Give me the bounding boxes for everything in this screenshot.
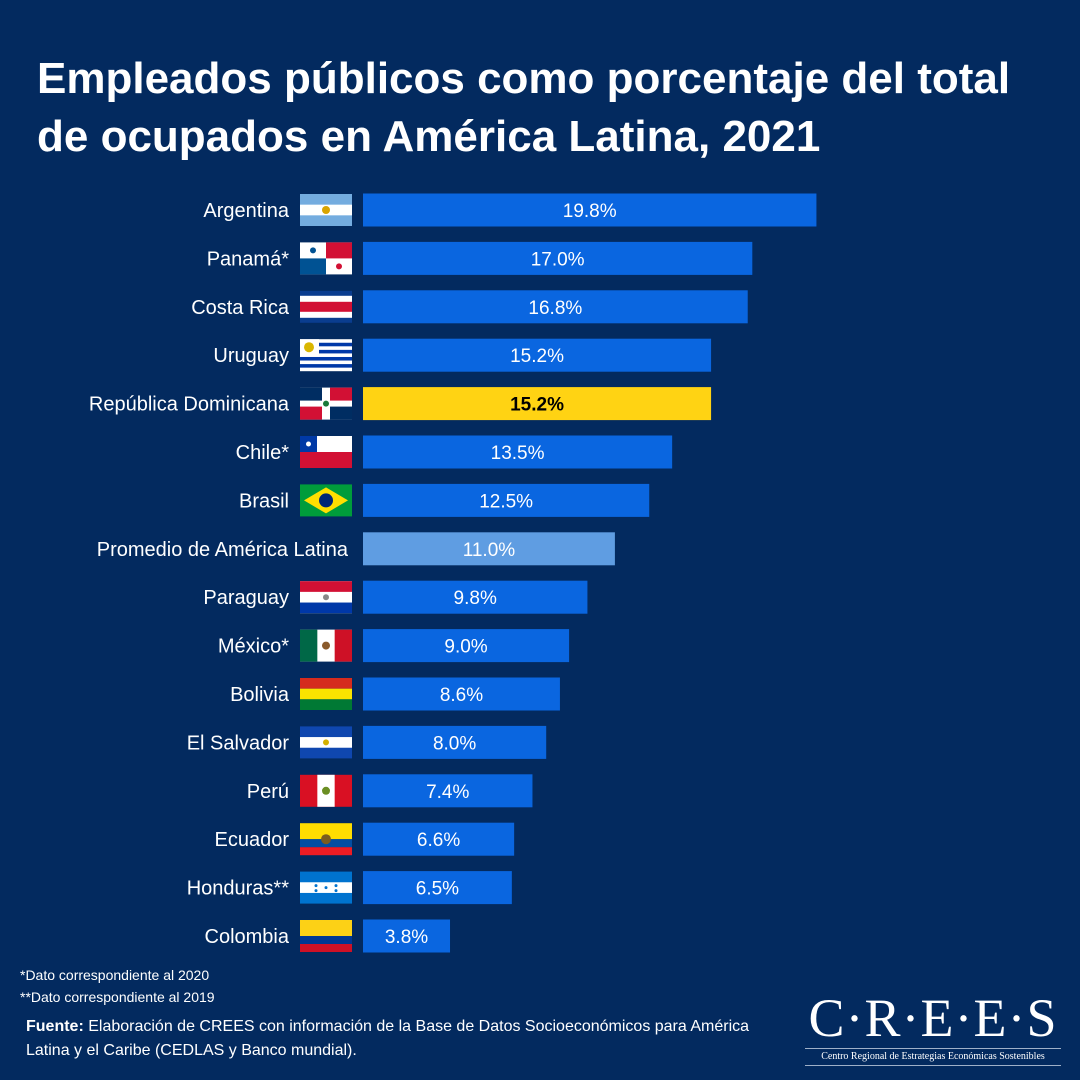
bar-row: Promedio de América Latina 11.0%: [97, 532, 615, 566]
flag-icon-br: [300, 484, 352, 517]
bar-chart: Argentina 19.8% Panamá* 17.0% Costa Rica 16.8…: [89, 193, 817, 953]
source-note: Fuente: Elaboración de CREES con informa…: [26, 1018, 750, 1059]
flag-icon-do: [300, 387, 352, 420]
chart-title: Empleados públicos como porcentaje del t…: [37, 54, 1011, 161]
bar-row: Perú 7.4%: [247, 774, 533, 808]
data-label: 8.6%: [440, 685, 483, 706]
bar: [363, 193, 817, 227]
flag-icon-bo: [300, 678, 352, 710]
flag-icon-pa: [300, 242, 352, 275]
bar: [363, 532, 615, 566]
category-label: Bolivia: [230, 684, 290, 706]
bar-row: República Dominicana 15.2%: [89, 387, 712, 421]
bar-row: Uruguay 15.2%: [213, 338, 712, 372]
category-label: República Dominicana: [89, 394, 290, 416]
category-label: El Salvador: [187, 732, 290, 754]
data-label: 12.5%: [479, 491, 533, 512]
data-label: 3.8%: [385, 927, 428, 948]
category-label: Chile*: [236, 442, 290, 464]
data-label: 9.0%: [444, 637, 487, 658]
flag-icon-uy: [300, 339, 352, 372]
category-label: Costa Rica: [191, 297, 290, 319]
category-label: Honduras**: [187, 878, 290, 900]
category-label: México*: [218, 636, 289, 658]
flag-icon-hn: [300, 871, 352, 904]
category-label: Paraguay: [203, 587, 289, 609]
bar-row: Argentina 19.8%: [203, 193, 817, 227]
data-label: 6.5%: [416, 879, 459, 900]
flag-icon-co: [300, 920, 352, 952]
data-label: 17.0%: [531, 249, 585, 270]
flag-icon-pe: [300, 774, 352, 807]
data-label: 8.0%: [433, 733, 476, 754]
data-label: 13.5%: [491, 443, 545, 464]
bar: [363, 290, 748, 324]
bar: [363, 919, 451, 953]
flag-icon-cl: [300, 436, 352, 468]
bar-row: México* 9.0%: [218, 629, 570, 663]
category-label: Colombia: [205, 926, 290, 948]
flag-icon-sv: [300, 726, 352, 759]
bar: [363, 483, 650, 517]
flag-icon-mx: [300, 629, 352, 662]
bar: [363, 387, 712, 421]
category-label: Promedio de América Latina: [97, 539, 349, 561]
category-label: Panamá*: [207, 248, 289, 270]
flag-icon-py: [300, 581, 352, 614]
bar-row: Panamá* 17.0%: [207, 241, 753, 275]
category-label: Brasil: [239, 490, 289, 512]
bar-row: Costa Rica 16.8%: [191, 290, 748, 324]
bar: [363, 435, 673, 469]
category-label: Ecuador: [215, 829, 290, 851]
category-label: Argentina: [203, 200, 289, 222]
bar-row: Bolivia 8.6%: [230, 677, 560, 711]
bar-row: Honduras** 6.5%: [187, 871, 512, 905]
footnote-2019: **Dato correspondiente al 2019: [20, 989, 215, 1005]
bar: [363, 677, 560, 711]
category-label: Perú: [247, 781, 289, 803]
flag-icon-ar: [300, 194, 352, 226]
bar: [363, 241, 753, 275]
data-label: 9.8%: [454, 588, 497, 609]
data-label: 19.8%: [563, 201, 617, 222]
data-label: 6.6%: [417, 830, 460, 851]
bar: [363, 774, 533, 808]
data-label: 16.8%: [528, 298, 582, 319]
flag-icon-ec: [300, 823, 352, 856]
category-label: Uruguay: [213, 345, 289, 367]
bar-row: Ecuador 6.6%: [215, 822, 515, 856]
crees-logo: C·R·E·E·S Centro Regional de Estrategias…: [805, 990, 1061, 1066]
data-label: 11.0%: [463, 540, 516, 561]
bar-row: Paraguay 9.8%: [203, 580, 588, 614]
data-label: 15.2%: [510, 346, 564, 367]
bar: [363, 629, 570, 663]
bar: [363, 871, 512, 905]
data-label: 15.2%: [510, 395, 564, 416]
bar: [363, 338, 712, 372]
bar: [363, 580, 588, 614]
bar-row: Colombia 3.8%: [205, 919, 451, 953]
bar: [363, 725, 547, 759]
bar-row: Brasil 12.5%: [239, 483, 650, 517]
data-label: 7.4%: [426, 782, 469, 803]
bar-row: El Salvador 8.0%: [187, 725, 547, 759]
footnote-2020: *Dato correspondiente al 2020: [20, 967, 210, 983]
bar: [363, 822, 515, 856]
flag-icon-cr: [300, 290, 352, 323]
bar-row: Chile* 13.5%: [236, 435, 673, 469]
